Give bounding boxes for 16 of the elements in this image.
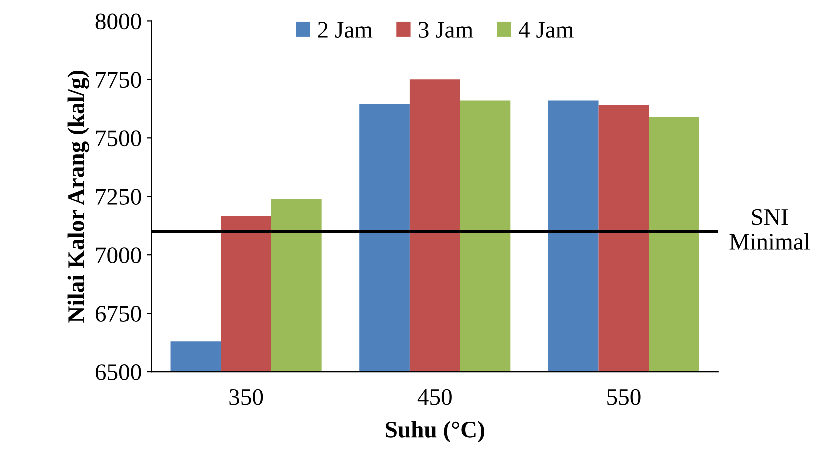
y-tick-label: 7250 — [96, 189, 142, 206]
x-tick-label: 550 — [608, 389, 641, 406]
x-axis-title: Suhu (°C) — [386, 421, 484, 443]
x-tick-label: 450 — [418, 389, 452, 406]
y-tick-label: 7000 — [96, 248, 142, 264]
legend-label: 4 Jam — [518, 22, 574, 38]
y-tick-label: 8000 — [96, 14, 142, 30]
ref-line-label: SNI Minimal — [730, 209, 810, 250]
y-tick-label: 6750 — [96, 306, 142, 322]
y-tick-label: 6500 — [96, 364, 142, 380]
y-tick-label: 7500 — [96, 130, 142, 147]
x-tick-label: 350 — [230, 389, 264, 406]
y-tick-label: 7750 — [96, 72, 142, 88]
y-axis-title: Nilai Kalor Arang (kal/g) — [68, 70, 90, 323]
legend-label: 2 Jam — [318, 22, 373, 38]
legend-label: 3 Jam — [419, 22, 474, 38]
